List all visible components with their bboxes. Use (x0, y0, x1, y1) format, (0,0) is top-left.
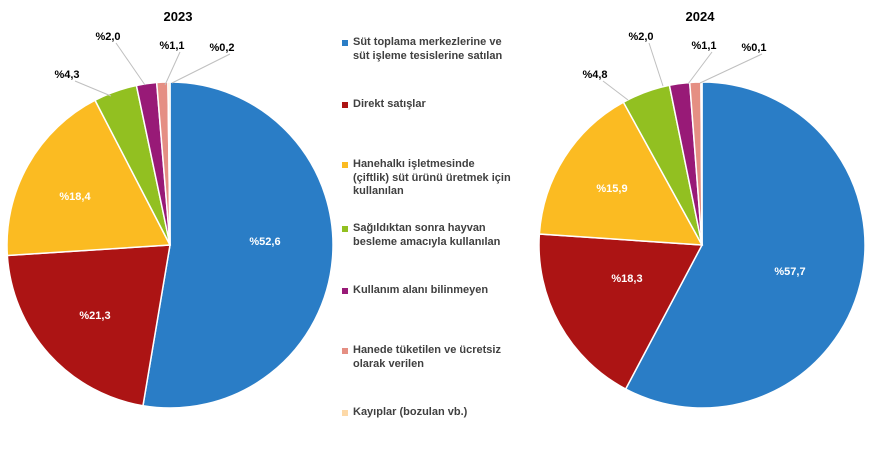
legend-label: Süt toplama merkezlerine ve süt işleme t… (353, 36, 503, 62)
legend-swatch (342, 348, 348, 354)
data-label: %15,9 (596, 183, 627, 195)
pie-slice (624, 81, 866, 409)
data-label: %2,0 (628, 31, 653, 43)
legend-item: Kayıplar (bozulan vb.) (342, 406, 467, 420)
leader-line (602, 80, 629, 101)
legend-swatch (342, 40, 348, 46)
leader-line (171, 53, 231, 84)
data-label: %0,2 (209, 42, 234, 54)
legend-label: Kayıplar (bozulan vb.) (353, 406, 468, 418)
data-label: %4,8 (582, 69, 607, 81)
pie-slice (538, 233, 704, 391)
legend-swatch (342, 288, 348, 294)
leader-line (115, 42, 146, 86)
legend-label: Hanede tüketilen ve ücretsiz olarak veri… (353, 344, 501, 370)
leader-line (164, 51, 181, 86)
legend-swatch (342, 226, 348, 232)
data-label: %4,3 (54, 69, 79, 81)
pie-2023: 2023 %52,6 %21,3 %18,4 %4,3 %2,0 %1,1 %0,2 (6, 9, 334, 409)
pie-slice (6, 244, 171, 407)
leader-line (648, 42, 664, 87)
data-label: %57,7 (774, 266, 805, 278)
leader-line (74, 80, 112, 97)
pie-2024: 2024 %57,7 %18,3 %15,9 %4,8 %2,0 %1,1 %0,1 (538, 9, 866, 409)
pie-slice (142, 81, 334, 409)
data-label: %18,4 (59, 191, 91, 203)
legend-swatch (342, 162, 348, 168)
data-label: %1,1 (691, 40, 716, 52)
legend-label: Sağıldıktan sonra hayvan besleme amacıyl… (353, 222, 501, 248)
pie-slice (538, 101, 704, 246)
data-label: %18,3 (611, 273, 642, 285)
legend-item: Direkt satışlar (342, 98, 426, 112)
legend-label: Hanehalkı işletmesinde (çiftlik) süt ürü… (353, 158, 511, 197)
chart-title: 2023 (164, 9, 193, 24)
legend-item: Hanehalkı işletmesinde (çiftlik) süt ürü… (342, 158, 511, 199)
pie-slice (700, 81, 703, 246)
legend-item: Hanede tüketilen ve ücretsiz olarak veri… (342, 344, 501, 371)
pie-slice (167, 81, 171, 246)
legend-label: Direkt satışlar (353, 98, 426, 110)
legend-item: Sağıldıktan sonra hayvan besleme amacıyl… (342, 222, 500, 249)
leader-line (687, 51, 713, 85)
pie-slice (6, 99, 172, 257)
chart-title: 2024 (686, 9, 716, 24)
leader-line (699, 53, 763, 84)
legend-swatch (342, 102, 348, 108)
data-label: %21,3 (79, 310, 110, 322)
data-label: %0,1 (741, 42, 766, 54)
data-label: %1,1 (159, 40, 184, 52)
legend-swatch (342, 410, 348, 416)
legend-item: Süt toplama merkezlerine ve süt işleme t… (342, 36, 502, 63)
legend-label: Kullanım alanı bilinmeyen (353, 284, 489, 296)
data-label: %52,6 (249, 236, 280, 248)
data-label: %2,0 (95, 31, 120, 43)
legend-item: Kullanım alanı bilinmeyen (342, 284, 488, 298)
